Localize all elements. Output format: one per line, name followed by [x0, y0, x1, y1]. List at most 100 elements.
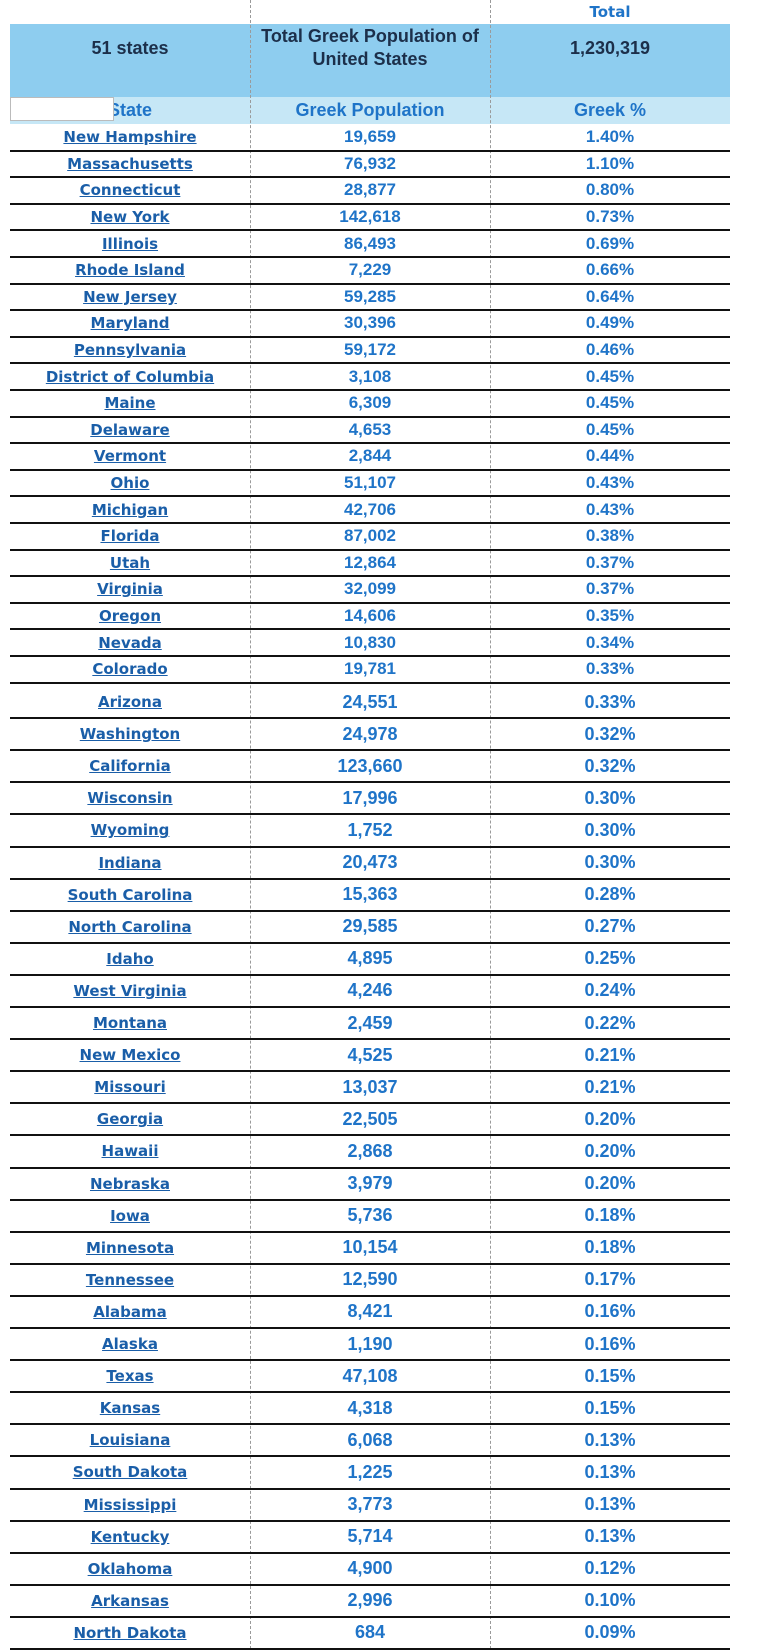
total-label: Total [589, 3, 631, 21]
row-border [10, 845, 730, 848]
percent-cell: 1.10% [585, 153, 635, 173]
state-link[interactable]: New Jersey [83, 287, 177, 306]
population-cell: 1,225 [347, 1461, 393, 1482]
state-link[interactable]: Georgia [96, 1110, 164, 1129]
state-link[interactable]: Connecticut [79, 181, 181, 200]
state-link[interactable]: New Hampshire [63, 128, 197, 147]
percent-cell: 0.49% [585, 313, 635, 333]
row-border [10, 1327, 730, 1329]
state-link[interactable]: Alaska [102, 1335, 158, 1354]
state-link[interactable]: Montana [92, 1014, 167, 1033]
row-border [10, 229, 730, 232]
percent-cell: 0.21% [584, 1076, 636, 1097]
state-link[interactable]: Virginia [97, 580, 163, 599]
population-cell: 5,714 [347, 1526, 393, 1547]
population-cell: 19,781 [344, 659, 396, 679]
state-link[interactable]: New Mexico [79, 1046, 181, 1065]
population-cell: 59,285 [344, 286, 396, 306]
row-border [10, 1391, 730, 1394]
percent-cell: 0.33% [585, 659, 635, 679]
population-cell: 2,868 [347, 1140, 393, 1161]
state-link[interactable]: North Carolina [68, 917, 192, 936]
state-link[interactable]: New York [90, 208, 170, 227]
state-link[interactable]: Florida [100, 527, 160, 546]
state-link[interactable]: Massachusetts [67, 154, 193, 173]
population-cell: 22,505 [342, 1108, 398, 1129]
state-link[interactable]: Wyoming [90, 821, 170, 840]
state-link[interactable]: Rhode Island [75, 261, 185, 280]
state-link[interactable]: Nebraska [89, 1174, 170, 1193]
percent-cell: 0.17% [584, 1269, 636, 1290]
state-link[interactable]: Pennsylvania [73, 341, 187, 360]
state-link[interactable]: West Virginia [73, 981, 187, 1000]
state-link[interactable]: Hawaii [101, 1142, 159, 1161]
row-border [10, 362, 730, 365]
population-cell: 7,229 [348, 260, 392, 280]
state-link[interactable]: Utah [109, 553, 151, 572]
state-link[interactable]: District of Columbia [45, 367, 215, 386]
population-cell: 47,108 [342, 1365, 398, 1386]
row-border [10, 415, 730, 418]
state-link[interactable]: Mississippi [83, 1495, 177, 1514]
state-link[interactable]: Nevada [98, 633, 162, 652]
percent-cell: 0.37% [585, 579, 635, 599]
row-border [10, 655, 730, 657]
state-link[interactable]: Wisconsin [87, 789, 173, 808]
state-link[interactable]: California [89, 757, 171, 776]
state-link[interactable]: Arizona [98, 693, 162, 712]
row-border [10, 877, 730, 880]
state-link[interactable]: Missouri [94, 1078, 166, 1097]
percent-cell: 0.73% [585, 207, 635, 227]
state-link[interactable]: Alabama [93, 1302, 167, 1321]
row-border [10, 973, 730, 976]
population-cell: 684 [354, 1622, 386, 1643]
state-link[interactable]: Arkansas [91, 1591, 169, 1610]
state-link[interactable]: Indiana [98, 853, 162, 872]
column-header: Greek % [573, 100, 647, 120]
percent-cell: 0.09% [584, 1622, 636, 1643]
state-link[interactable]: Idaho [106, 949, 154, 968]
percent-cell: 0.27% [584, 916, 636, 937]
state-link[interactable]: Iowa [110, 1206, 150, 1225]
header-title: Total Greek Population of United States [261, 26, 479, 69]
population-cell: 2,844 [348, 446, 392, 466]
state-link[interactable]: Colorado [92, 660, 168, 679]
state-link[interactable]: Vermont [93, 447, 167, 466]
state-link[interactable]: Minnesota [85, 1238, 175, 1257]
state-link[interactable]: Delaware [90, 420, 170, 439]
state-link[interactable]: Kentucky [90, 1527, 170, 1546]
row-border [10, 256, 730, 258]
state-link[interactable]: Washington [79, 725, 181, 744]
state-link[interactable]: Maryland [90, 314, 170, 333]
percent-cell: 0.43% [585, 473, 635, 493]
state-link[interactable]: Ohio [110, 474, 150, 493]
row-border [10, 1551, 730, 1554]
row-border [10, 335, 730, 338]
row-border [10, 389, 730, 391]
percent-cell: 0.33% [584, 691, 636, 712]
state-link[interactable]: South Dakota [72, 1463, 188, 1482]
percent-cell: 0.28% [584, 884, 636, 905]
row-border [10, 282, 730, 285]
row-border [10, 1423, 730, 1426]
state-link[interactable]: North Dakota [73, 1623, 187, 1642]
row-border [10, 1294, 730, 1297]
percent-cell: 0.45% [585, 419, 635, 439]
state-link[interactable]: Kansas [99, 1399, 161, 1418]
state-link[interactable]: Oklahoma [87, 1559, 173, 1578]
state-link[interactable]: South Carolina [67, 885, 193, 904]
population-cell: 3,773 [347, 1494, 393, 1515]
state-link[interactable]: Oregon [98, 607, 162, 626]
row-border [10, 1198, 730, 1201]
state-link[interactable]: Illinois [101, 234, 159, 253]
population-cell: 59,172 [344, 340, 396, 360]
column-header: Greek Population [295, 100, 445, 120]
state-link[interactable]: Texas [106, 1367, 154, 1386]
state-link[interactable]: Louisiana [89, 1431, 171, 1450]
population-cell: 12,864 [344, 552, 396, 572]
state-link[interactable]: Michigan [91, 500, 169, 519]
state-link[interactable]: Tennessee [85, 1270, 175, 1289]
state-link[interactable]: Maine [104, 394, 156, 413]
population-cell: 4,900 [347, 1558, 393, 1579]
population-cell: 19,659 [344, 127, 396, 147]
